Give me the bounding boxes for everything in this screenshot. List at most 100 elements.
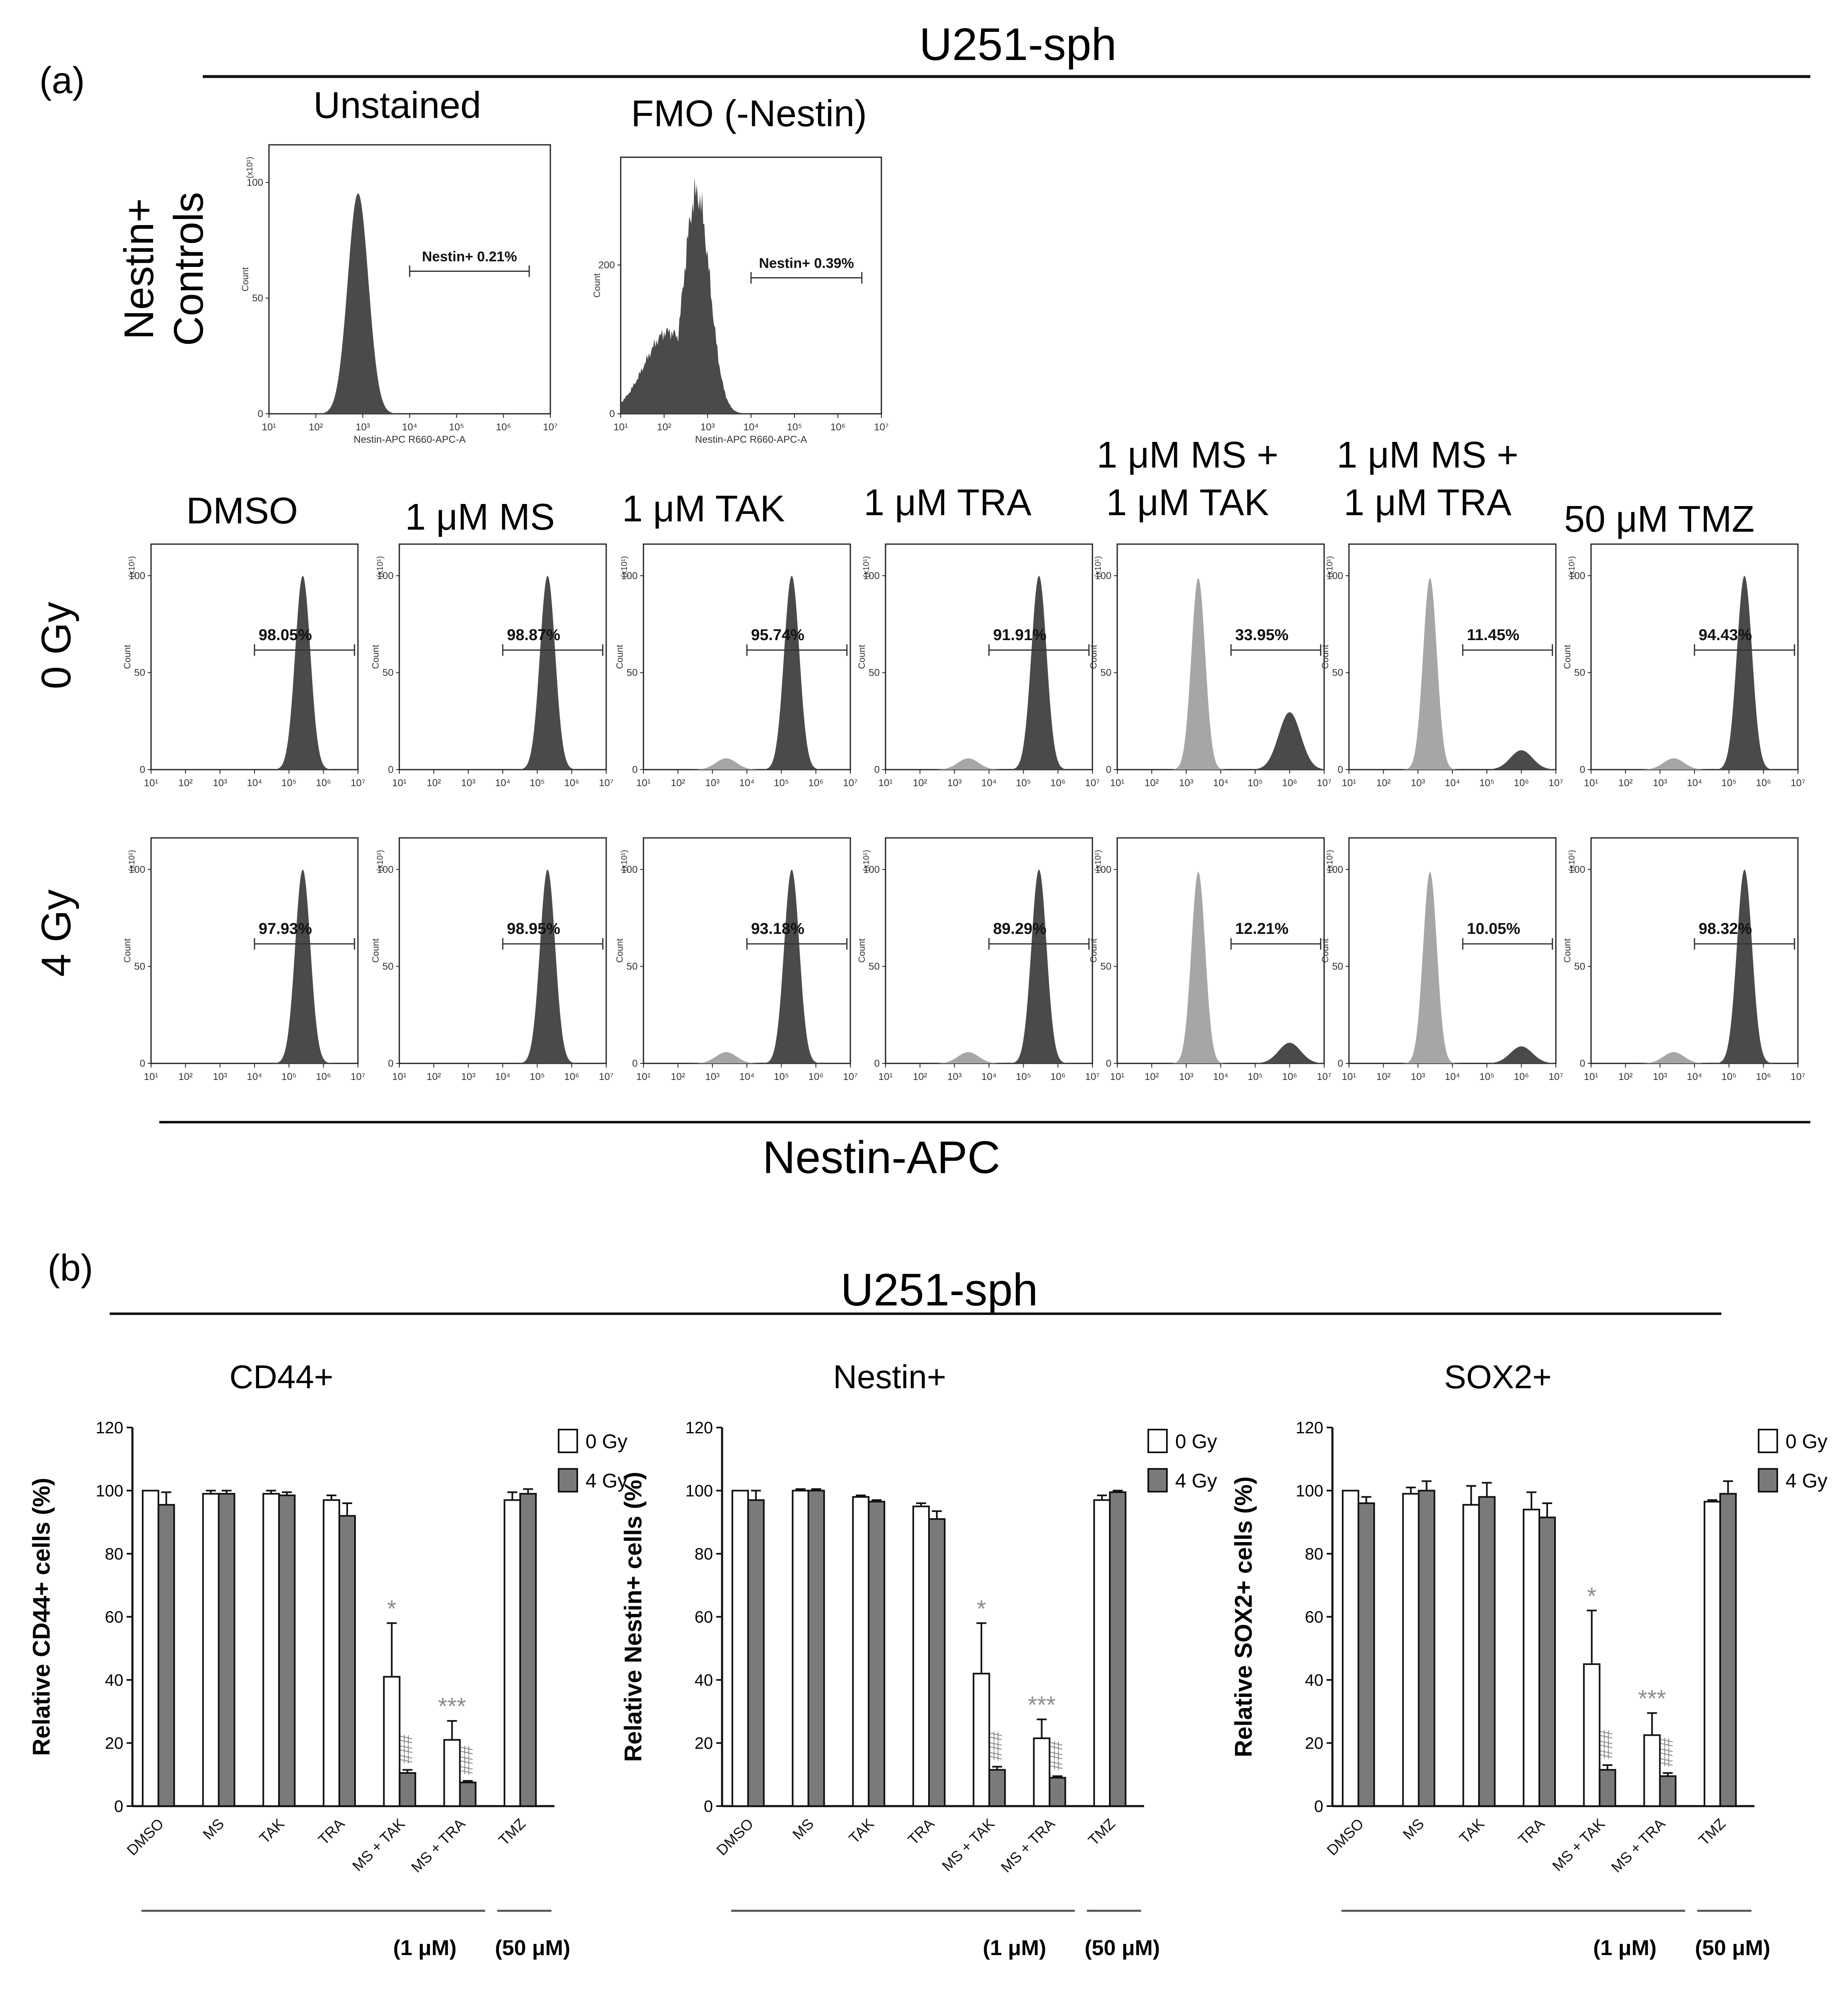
x-axis-label: Nestin-APC R660-APC-A <box>354 434 466 445</box>
chart-title: SOX2+ <box>1444 1358 1552 1395</box>
histogram-peak <box>1349 750 1556 770</box>
bar-0gy <box>202 1493 220 1807</box>
x-tick-label: 10² <box>1618 1071 1633 1082</box>
y-axis-label: Count <box>857 645 867 669</box>
y-tick-label: 0 <box>388 1058 394 1069</box>
histogram-frame <box>1590 837 1799 1064</box>
y-tick-label: 100 <box>863 864 880 875</box>
x-tick-label: 10⁴ <box>495 777 510 789</box>
x-tick-label: 10³ <box>461 1071 475 1082</box>
category-label: DMSO <box>123 1815 167 1859</box>
y-tick-label: 60 <box>105 1608 124 1627</box>
chart-title: Nestin+ <box>833 1358 946 1395</box>
y-tick-label: 0 <box>1338 1058 1343 1069</box>
panel-a-cell-line: U251-sph <box>919 19 1117 70</box>
x-tick-label: 10⁴ <box>981 1071 996 1082</box>
y-axis-label: Count <box>857 938 867 963</box>
column-header: 1 μM MS + <box>1097 434 1278 476</box>
bracket-label: (50 μM) <box>495 1936 570 1960</box>
y-tick-label: 40 <box>105 1671 124 1689</box>
x-tick-label: 10⁵ <box>449 422 464 433</box>
y-scale-label: (x10¹) <box>376 850 385 871</box>
y-tick-label: 50 <box>382 667 394 679</box>
gate-percent-label: 98.05% <box>259 626 312 644</box>
panel-a-x-axis-label: Nestin-APC <box>763 1132 1001 1183</box>
y-axis-label: Count <box>1088 938 1099 963</box>
gate-percent-label: 98.87% <box>507 626 560 644</box>
x-tick-label: 10⁷ <box>843 777 857 789</box>
histogram-peak <box>1591 576 1798 770</box>
histogram-frame <box>398 543 607 770</box>
y-scale-label: (x10¹) <box>862 556 871 578</box>
y-tick-label: 0 <box>140 1058 145 1069</box>
y-tick-label: 0 <box>632 764 638 775</box>
bracket-label: (1 μM) <box>1593 1936 1656 1960</box>
y-scale-label: (x10¹) <box>1567 556 1577 578</box>
bracket-label: (1 μM) <box>393 1936 456 1960</box>
gate-percent-label: 10.05% <box>1467 920 1520 938</box>
y-tick-label: 50 <box>1574 961 1585 972</box>
x-tick-label: 10² <box>913 777 927 789</box>
gate-percent-label: 11.45% <box>1467 626 1519 644</box>
y-tick-label: 50 <box>134 961 145 972</box>
category-label: TMZ <box>495 1815 529 1849</box>
legend-label: 0 Gy <box>586 1431 627 1453</box>
bracket-label: (1 μM) <box>983 1936 1046 1960</box>
bracket-label: (50 μM) <box>1695 1936 1770 1960</box>
bar-0gy <box>792 1490 809 1807</box>
bar-0gy <box>142 1490 159 1807</box>
histogram-frame <box>398 837 607 1064</box>
x-tick-label: 10⁴ <box>247 777 262 789</box>
x-tick-label: 10³ <box>947 777 962 789</box>
category-label: TAK <box>256 1815 288 1847</box>
legend-swatch <box>1147 1468 1168 1492</box>
x-tick-label: 10¹ <box>878 1071 893 1082</box>
gate-percent-label: 33.95% <box>1235 626 1289 644</box>
x-tick-label: 10² <box>671 1071 685 1082</box>
bar-4gy <box>1418 1490 1435 1807</box>
histogram-frame <box>643 543 851 770</box>
x-tick-label: 10⁶ <box>1514 777 1529 789</box>
x-tick-label: 10³ <box>1653 777 1667 789</box>
x-tick-label: 10² <box>178 777 193 789</box>
y-tick-label: 50 <box>252 293 263 304</box>
significance-star: * <box>387 1596 396 1622</box>
bar-0gy <box>504 1499 521 1807</box>
x-tick-label: 10⁷ <box>1317 777 1331 789</box>
x-tick-label: 10² <box>1376 1071 1391 1082</box>
bar-0gy <box>262 1493 280 1807</box>
y-tick-label: 80 <box>695 1545 713 1563</box>
y-tick-label: 60 <box>1305 1608 1324 1627</box>
bar-0gy <box>323 1499 340 1807</box>
x-tick-label: 10³ <box>705 777 720 789</box>
x-tick-label: 10¹ <box>392 1071 407 1082</box>
legend-label: 0 Gy <box>1175 1431 1217 1453</box>
y-tick-label: 50 <box>1332 667 1343 679</box>
bar-4gy <box>928 1518 946 1807</box>
significance-hash: ### <box>1597 1730 1616 1759</box>
y-scale-label: (x10¹) <box>376 556 385 578</box>
category-label: MS + TAK <box>349 1815 408 1874</box>
x-tick-label: 10⁴ <box>1445 1071 1460 1082</box>
x-tick-label: 10¹ <box>636 777 651 789</box>
x-tick-label: 10³ <box>213 777 227 789</box>
bar-0gy <box>1402 1493 1420 1807</box>
y-tick-label: 0 <box>874 764 880 775</box>
category-label: TAK <box>845 1815 877 1847</box>
gate-percent-label: Nestin+ 0.39% <box>759 255 854 271</box>
x-tick-label: 10⁵ <box>774 777 789 789</box>
y-scale-label: (x10¹) <box>1567 850 1577 871</box>
x-tick-label: 10³ <box>1411 1071 1425 1082</box>
y-tick-label: 100 <box>621 864 638 875</box>
y-tick-label: 80 <box>105 1545 124 1563</box>
significance-hash: ### <box>1657 1737 1676 1767</box>
y-tick-label: 100 <box>247 177 263 188</box>
x-tick-label: 10² <box>657 422 672 433</box>
panel-b-label: (b) <box>48 1248 93 1289</box>
y-tick-label: 40 <box>695 1671 713 1689</box>
treatment-histograms: 10¹ 10² 10³ 10⁴ 10⁵ 10⁶ 10⁷ 0 50 100 Count (x10¹) 98… <box>122 543 1805 1082</box>
significance-hash: ### <box>1046 1741 1066 1770</box>
y-tick-label: 20 <box>695 1735 713 1753</box>
y-scale-label: (x10¹) <box>620 556 629 578</box>
